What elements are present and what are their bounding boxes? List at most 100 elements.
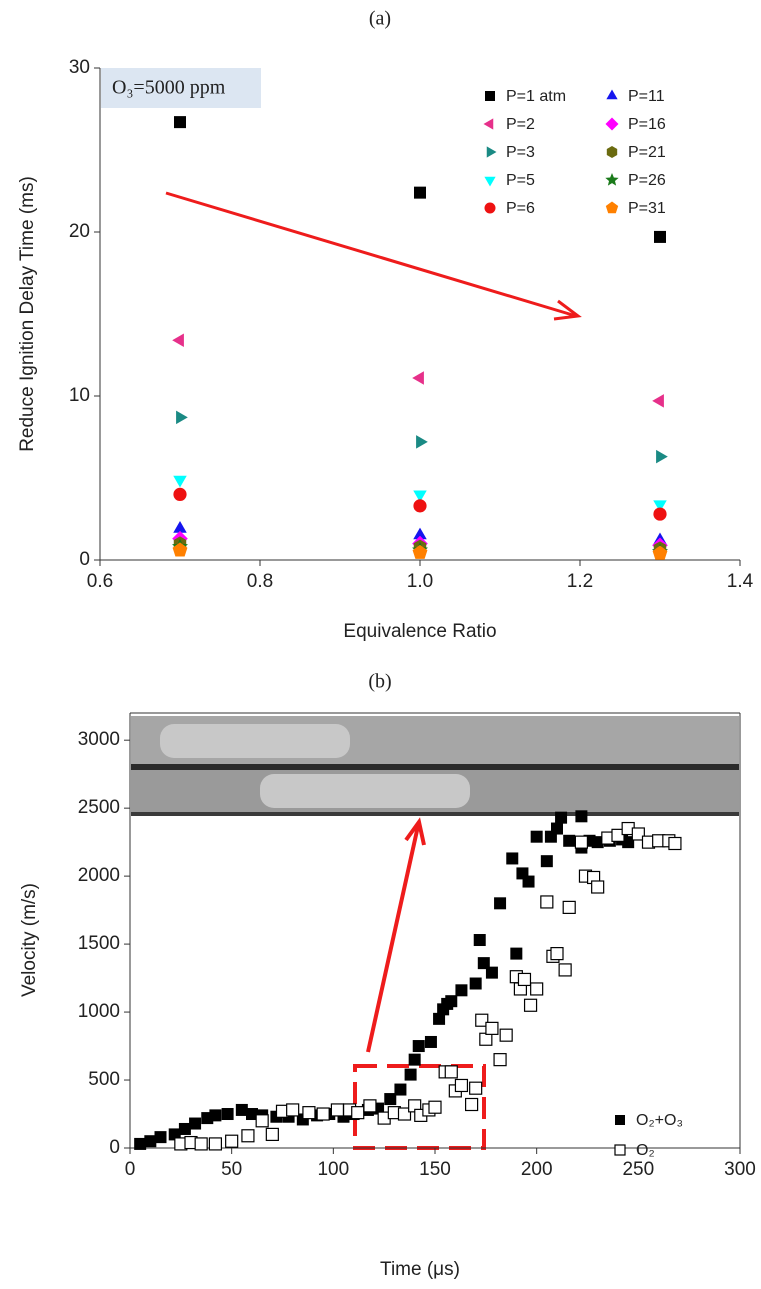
marker: [455, 984, 468, 997]
marker: [351, 1106, 365, 1120]
marker: [522, 875, 535, 888]
legend-marker: [605, 173, 619, 186]
y-axis-label: Reduce Ignition Delay Time (ms): [17, 176, 38, 452]
marker: [444, 1065, 458, 1079]
marker: [134, 1137, 147, 1150]
marker: [591, 880, 605, 894]
annotation-box: [101, 68, 261, 108]
x-tick-label: 200: [521, 1159, 553, 1180]
marker: [563, 834, 576, 847]
trend-arrow: [165, 191, 582, 321]
marker: [424, 1035, 437, 1048]
legend-marker: [485, 91, 495, 101]
legend-marker: [484, 202, 496, 214]
legend-marker: [484, 176, 496, 187]
marker: [194, 1137, 208, 1151]
marker: [363, 1099, 377, 1113]
marker: [208, 1137, 222, 1151]
x-tick-label: 0.6: [87, 571, 113, 592]
legend-label: O₂+O₃: [636, 1112, 683, 1129]
marker: [517, 972, 532, 987]
marker: [384, 1093, 397, 1106]
marker: [408, 1053, 421, 1066]
x-tick-label: 250: [622, 1159, 654, 1180]
marker: [330, 1103, 344, 1117]
marker: [174, 116, 186, 129]
marker: [652, 394, 664, 408]
x-tick-label: 0: [125, 1159, 136, 1180]
legend-label: P=6: [506, 200, 535, 217]
legend-marker: [606, 146, 618, 158]
legend-marker: [606, 89, 618, 100]
legend-label: P=3: [506, 144, 535, 161]
marker: [221, 1108, 234, 1121]
marker: [493, 1053, 507, 1067]
marker: [465, 1097, 479, 1112]
marker: [172, 333, 184, 347]
marker: [652, 545, 668, 560]
marker: [530, 830, 543, 843]
marker: [506, 852, 519, 865]
marker: [413, 527, 427, 540]
marker: [611, 828, 625, 842]
marker: [428, 1100, 442, 1114]
marker: [510, 947, 523, 960]
legend-marker: [605, 201, 619, 214]
legend-marker: [483, 118, 494, 130]
marker: [523, 998, 538, 1012]
marker: [176, 410, 188, 425]
marker: [477, 957, 490, 970]
marker: [189, 1117, 202, 1130]
chart-title: (b): [368, 671, 391, 693]
marker: [454, 1078, 469, 1093]
marker: [144, 1135, 157, 1148]
y-tick-label: 3000: [78, 729, 120, 750]
x-tick-label: 100: [317, 1159, 349, 1180]
marker: [473, 934, 486, 947]
marker: [154, 1131, 167, 1144]
marker: [412, 544, 428, 559]
marker: [575, 810, 588, 823]
marker: [540, 895, 554, 909]
marker: [622, 836, 635, 849]
x-axis-label: Equivalence Ratio: [343, 621, 496, 642]
x-tick-label: 50: [221, 1159, 242, 1180]
trend-arrow: [366, 817, 426, 1053]
marker: [499, 1028, 513, 1042]
marker: [475, 1013, 489, 1027]
marker: [241, 1129, 255, 1143]
annotation: O₃=5000 ppm: [112, 77, 226, 99]
marker: [414, 186, 426, 199]
legend-label: P=2: [506, 116, 535, 133]
y-tick-label: 30: [69, 57, 90, 78]
marker: [255, 1114, 269, 1128]
marker: [173, 521, 187, 533]
marker: [404, 1068, 417, 1081]
marker: [591, 836, 604, 849]
marker: [562, 900, 576, 914]
marker: [413, 490, 427, 503]
marker: [654, 230, 666, 243]
y-tick-label: 1000: [78, 1001, 120, 1022]
photo-strip: [131, 716, 739, 816]
legend-label: P=21: [628, 144, 666, 161]
marker: [416, 435, 428, 449]
marker: [494, 897, 507, 910]
y-tick-label: 10: [69, 385, 90, 406]
legend-marker: [614, 1144, 626, 1156]
marker: [173, 475, 187, 488]
marker: [551, 822, 563, 835]
marker: [225, 1134, 239, 1148]
marker: [668, 836, 682, 851]
marker: [412, 371, 424, 385]
marker: [558, 963, 572, 977]
legend-marker: [486, 146, 497, 158]
marker: [485, 966, 498, 979]
legend-label: P=11: [628, 88, 665, 105]
marker: [397, 1107, 412, 1121]
x-axis-label: Time (μs): [380, 1259, 460, 1280]
marker: [656, 449, 668, 464]
marker: [479, 1032, 493, 1046]
chart-title: (a): [369, 8, 391, 30]
marker: [173, 487, 187, 501]
